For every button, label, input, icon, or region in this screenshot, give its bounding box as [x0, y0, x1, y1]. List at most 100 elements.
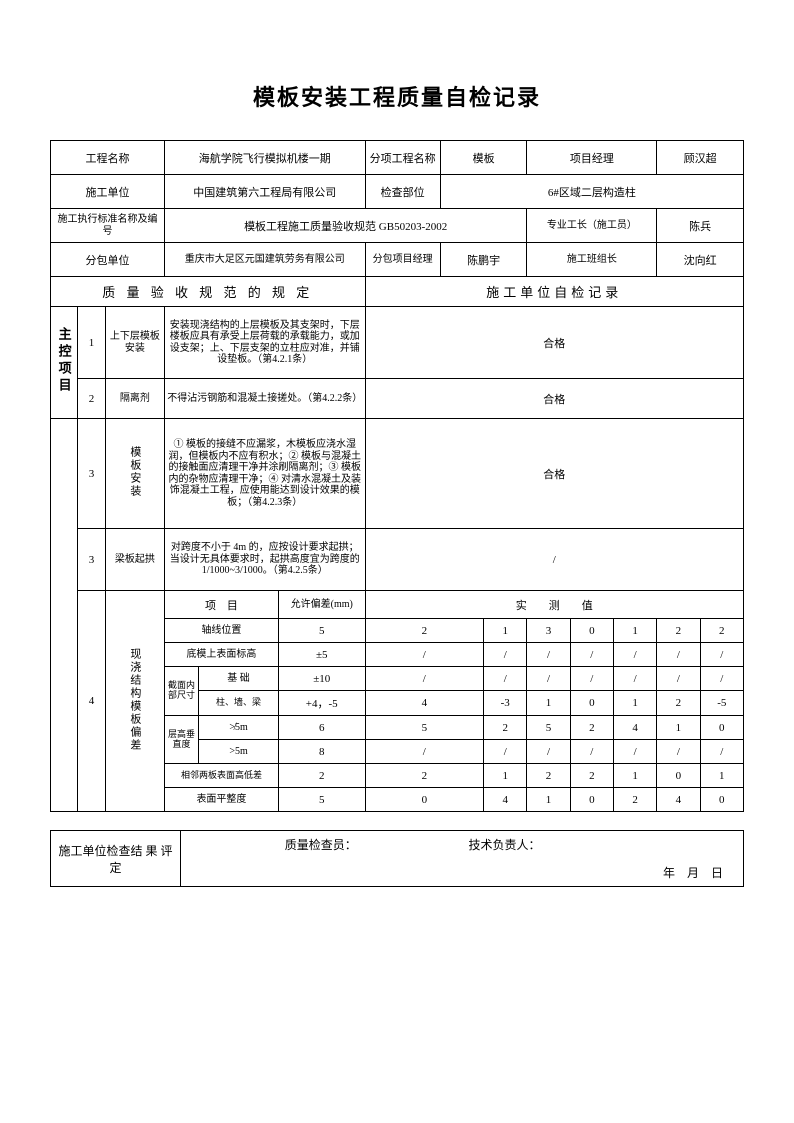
dev-sub: 截面内部尺寸	[164, 667, 198, 716]
table-row: 主控项目 1 上下层模板安装 安装现浇结构的上层模板及其支架时，下层楼板应具有承…	[51, 307, 744, 379]
label: 分包单位	[51, 243, 165, 277]
blank	[181, 859, 461, 887]
label: 质 量 验 收 规 范 的 规 定	[51, 277, 366, 307]
item-no: 3	[78, 419, 105, 529]
dev-val: 0	[700, 788, 743, 812]
table-row: 3 模板安装 ① 模板的接缝不应漏浆，木模板应浇水湿润，但模板内不应有积水；② …	[51, 419, 744, 529]
dev-val: 2	[527, 764, 570, 788]
dev-val: /	[700, 643, 743, 667]
dev-val: 2	[365, 619, 484, 643]
dev-val: /	[657, 667, 700, 691]
dev-val: 2	[570, 764, 613, 788]
dev-val: /	[527, 740, 570, 764]
blank	[51, 419, 78, 812]
dev-val: 0	[570, 691, 613, 716]
dev-val: 2	[365, 764, 484, 788]
item-spec: 不得沾污钢筋和混凝土接搓处。（第4.2.2条）	[164, 379, 365, 419]
dev-val: /	[700, 667, 743, 691]
label: 工程名称	[51, 141, 165, 175]
value: 顾汉超	[657, 141, 744, 175]
dev-val: 5	[365, 716, 484, 740]
dev-name: 基 础	[199, 667, 279, 691]
value: 沈向红	[657, 243, 744, 277]
dev-name: ≯5m	[199, 716, 279, 740]
dev-val: 0	[570, 788, 613, 812]
label: 项目经理	[527, 141, 657, 175]
table-row: 2 隔离剂 不得沾污钢筋和混凝土接搓处。（第4.2.2条） 合格	[51, 379, 744, 419]
label: 施工单位	[51, 175, 165, 209]
value: 陈鹏宇	[440, 243, 527, 277]
item-result: 合格	[365, 307, 743, 379]
dev-val: 1	[484, 619, 527, 643]
dev-val: /	[613, 667, 656, 691]
dev-val: 4	[657, 788, 700, 812]
dev-val: /	[484, 667, 527, 691]
item-result: 合格	[365, 379, 743, 419]
dev-val: 0	[570, 619, 613, 643]
group-no: 4	[78, 591, 105, 812]
dev-val: /	[613, 740, 656, 764]
label: 施工单位自检记录	[365, 277, 743, 307]
dev-val: /	[657, 643, 700, 667]
value: 6#区域二层构造柱	[440, 175, 743, 209]
value: 重庆市大足区元国建筑劳务有限公司	[164, 243, 365, 277]
table-row: 3 梁板起拱 对跨度不小于 4m 的，应按设计要求起拱；当设计无具体要求时，起拱…	[51, 529, 744, 591]
dev-val: 2	[657, 619, 700, 643]
page-title: 模板安装工程质量自检记录	[50, 80, 744, 112]
dev-name: 表面平整度	[164, 788, 278, 812]
dev-name: 柱、墙、梁	[199, 691, 279, 716]
footer-tech: 技术负责人：	[461, 831, 744, 859]
dev-val: 1	[700, 764, 743, 788]
label: 分项工程名称	[365, 141, 440, 175]
value: 模板	[440, 141, 527, 175]
dev-name: 相邻两板表面高低差	[164, 764, 278, 788]
table-row: 工程名称 海航学院飞行模拟机楼一期 分项工程名称 模板 项目经理 顾汉超	[51, 141, 744, 175]
col-header: 实 测 值	[365, 591, 743, 619]
dev-val: 5	[527, 716, 570, 740]
label: 分包项目经理	[365, 243, 440, 277]
dev-val: 1	[613, 691, 656, 716]
item-spec: ① 模板的接缝不应漏浆，木模板应浇水湿润，但模板内不应有积水；② 模板与混凝土的…	[164, 419, 365, 529]
dev-val: 0	[657, 764, 700, 788]
dev-tol: ±10	[278, 667, 365, 691]
dev-val: 1	[527, 788, 570, 812]
table-row: 施工单位检查结 果 评 定 质量检查员： 技术负责人：	[51, 831, 744, 859]
dev-tol: ±5	[278, 643, 365, 667]
dev-val: 4	[484, 788, 527, 812]
dev-val: /	[570, 740, 613, 764]
dev-val: /	[613, 643, 656, 667]
table-row: 4 现浇结构模板偏差 项 目 允许偏差(mm) 实 测 值	[51, 591, 744, 619]
dev-name: 底模上表面标高	[164, 643, 278, 667]
item-spec: 对跨度不小于 4m 的，应按设计要求起拱；当设计无具体要求时，起拱高度宜为跨度的…	[164, 529, 365, 591]
item-no: 3	[78, 529, 105, 591]
dev-val: 3	[527, 619, 570, 643]
dev-val: 2	[657, 691, 700, 716]
col-header: 允许偏差(mm)	[278, 591, 365, 619]
category-label: 主控项目	[51, 307, 78, 419]
dev-val: /	[570, 643, 613, 667]
item-result: /	[365, 529, 743, 591]
value: 陈兵	[657, 209, 744, 243]
dev-tol: 8	[278, 740, 365, 764]
dev-val: /	[570, 667, 613, 691]
footer-table: 施工单位检查结 果 评 定 质量检查员： 技术负责人： 年 月 日	[50, 830, 744, 887]
item-no: 1	[78, 307, 105, 379]
table-row: 施工执行标准名称及编号 模板工程施工质量验收规范 GB50203-2002 专业…	[51, 209, 744, 243]
item-name: 上下层模板安装	[105, 307, 164, 379]
dev-val: 0	[365, 788, 484, 812]
footer-inspector: 质量检查员：	[181, 831, 461, 859]
item-name: 梁板起拱	[105, 529, 164, 591]
dev-val: 4	[613, 716, 656, 740]
dev-val: 1	[657, 716, 700, 740]
dev-val: -3	[484, 691, 527, 716]
value: 中国建筑第六工程局有限公司	[164, 175, 365, 209]
dev-val: 2	[484, 716, 527, 740]
item-result: 合格	[365, 419, 743, 529]
dev-val: /	[365, 740, 484, 764]
label: 施工班组长	[527, 243, 657, 277]
dev-tol: +4，-5	[278, 691, 365, 716]
dev-val: /	[657, 740, 700, 764]
dev-tol: 2	[278, 764, 365, 788]
group-name: 现浇结构模板偏差	[105, 591, 164, 812]
table-row: 质 量 验 收 规 范 的 规 定 施工单位自检记录	[51, 277, 744, 307]
